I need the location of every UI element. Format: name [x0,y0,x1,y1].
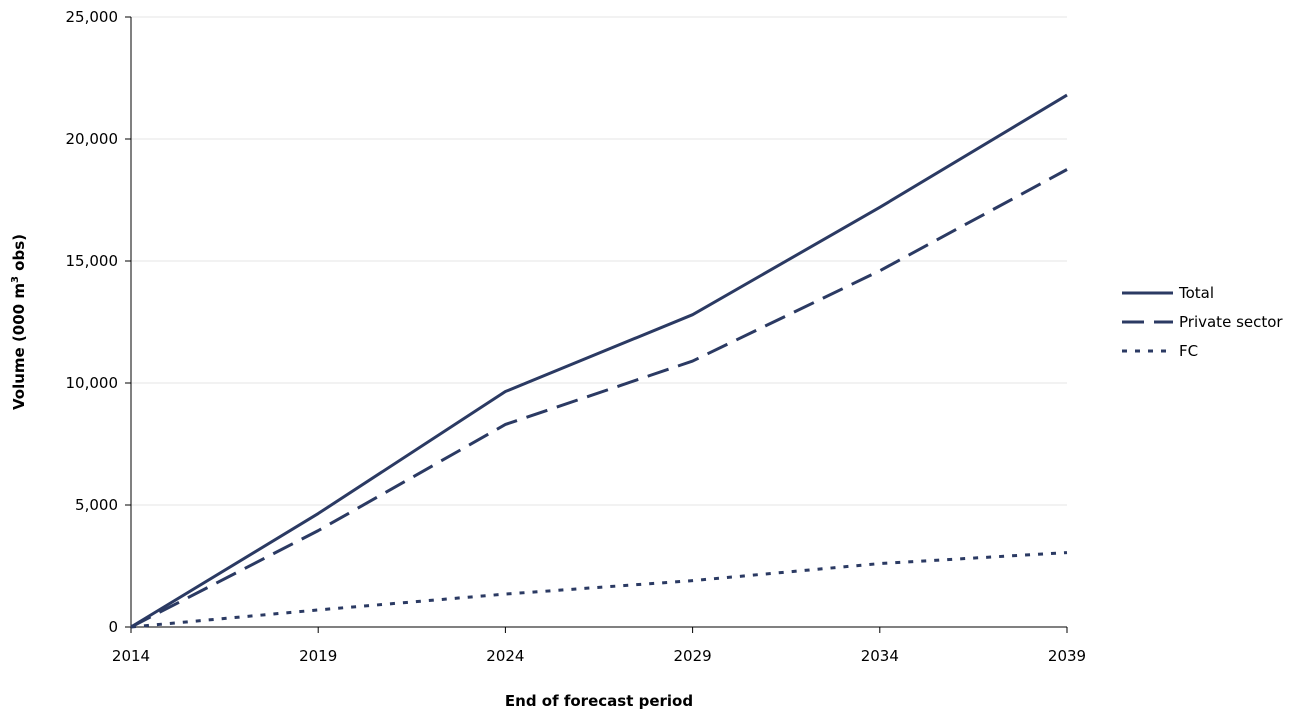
y-tick-label: 0 [108,618,118,636]
legend-label-fc: FC [1179,342,1198,360]
y-tick-label: 10,000 [66,374,119,392]
y-axis-title-superscript: 3 [10,276,21,283]
y-tick-label: 25,000 [66,8,119,26]
legend-item-private-sector: Private sector [1122,313,1283,331]
x-tick-label: 2039 [1048,647,1086,665]
x-tick-label: 2019 [299,647,337,665]
series-lines [130,93,1068,629]
legend-label-private-sector: Private sector [1179,313,1283,331]
legend: Total Private sector FC [1122,284,1283,360]
y-tick-label: 15,000 [66,252,119,270]
x-tick-label: 2029 [674,647,712,665]
series-line-private-sector [130,168,1068,629]
x-tick-labels: 2014 2019 2024 2029 2034 2039 [112,627,1086,665]
gridlines [131,16,1067,506]
y-tick-label: 5,000 [75,496,118,514]
x-tick-label: 2024 [486,647,524,665]
y-axis-title-end: obs) [10,234,28,276]
legend-label-total: Total [1178,284,1214,302]
legend-item-total: Total [1122,284,1214,302]
series-line-total [130,93,1068,629]
axes [130,17,1067,628]
y-axis-title-main: Volume (000 m [10,283,28,410]
series-line-fc [130,551,1068,629]
x-axis-title: End of forecast period [505,692,693,710]
x-tick-label: 2034 [861,647,899,665]
y-axis-title: Volume (000 m3 obs) [10,234,28,410]
legend-item-fc: FC [1122,342,1198,360]
y-tick-label: 20,000 [66,130,119,148]
y-tick-labels: 0 5,000 10,000 15,000 20,000 25,000 [66,8,131,636]
x-tick-label: 2014 [112,647,150,665]
